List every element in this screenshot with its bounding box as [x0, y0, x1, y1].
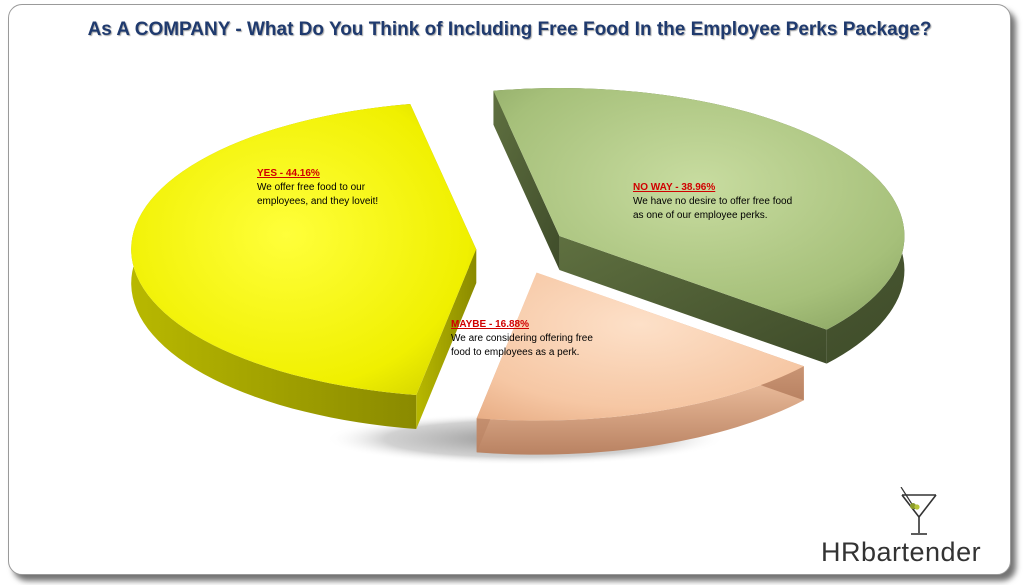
chart-title: As A COMPANY - What Do You Think of Incl… — [87, 19, 932, 40]
logo-text-hr: HR — [821, 537, 861, 567]
slice-label-yes-title: YES - 44.16% — [257, 168, 320, 179]
pie-slice-yes-top — [131, 103, 477, 395]
pie-slice-noway-wall-0 — [493, 90, 560, 271]
pie-slice-maybe-side — [476, 366, 804, 455]
hrbartender-logo: HRbartender — [821, 487, 991, 567]
pie-slice-yes-wall-0 — [416, 249, 477, 429]
logo-text-bartender: bartender — [861, 537, 982, 567]
pie-slice-maybe-top — [476, 272, 804, 421]
martini-glass-icon — [900, 487, 937, 535]
slice-label-noway-text: We have no desire to offer free food as … — [633, 196, 793, 221]
slice-label-maybe-text: We are considering offering free food to… — [451, 333, 593, 358]
logo-text: HRbartender — [821, 537, 991, 568]
slice-label-noway: NO WAY - 38.96% We have no desire to off… — [633, 181, 793, 223]
pie-slice-noway-wall-1 — [559, 236, 827, 364]
slice-label-yes-text: We offer free food to our employees, and… — [257, 182, 379, 207]
pie-slice-maybe — [476, 272, 804, 455]
slice-label-yes: YES - 44.16% We offer free food to our e… — [257, 167, 417, 209]
slice-label-maybe-title: MAYBE - 16.88% — [451, 319, 529, 330]
pie-slice-noway-top — [493, 88, 905, 330]
pie-chart — [131, 88, 905, 465]
slice-label-maybe: MAYBE - 16.88% We are considering offeri… — [451, 318, 601, 360]
pie-slices — [131, 88, 905, 455]
pie-slice-noway — [493, 88, 905, 364]
pie-slice-yes — [131, 103, 477, 429]
chart-frame: As A COMPANY - What Do You Think of Incl… — [8, 4, 1011, 575]
slice-label-noway-title: NO WAY - 38.96% — [633, 182, 716, 193]
